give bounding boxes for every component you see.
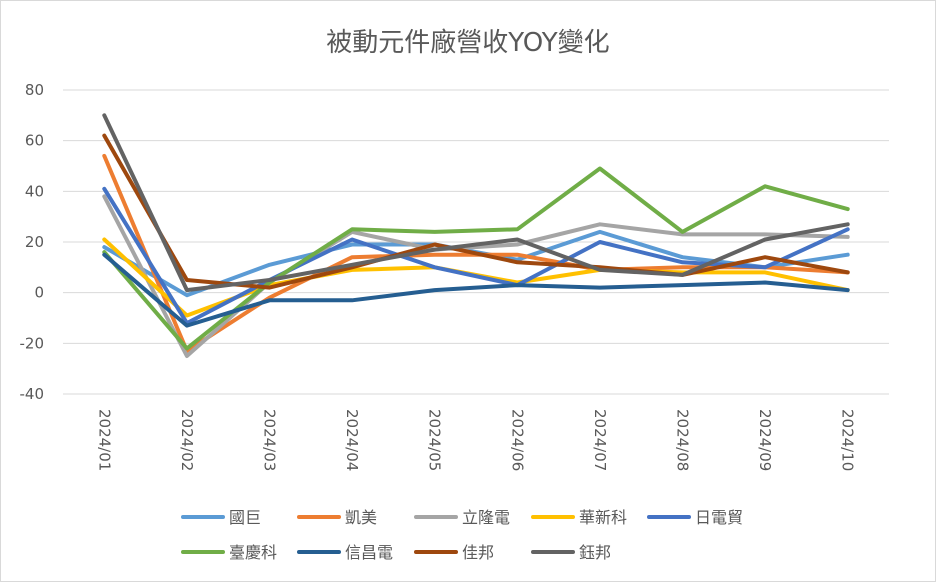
x-tick-label: 2024/06 [508,409,526,471]
series-line-6 [102,252,850,328]
series-line-2 [102,194,850,358]
series-line-7 [102,133,850,290]
x-tick-label: 2024/01 [95,409,113,471]
x-tick-label: 2024/10 [839,409,857,471]
legend-label: 立隆電 [462,508,510,527]
legend-label: 佳邦 [462,543,494,562]
legend-label: 國巨 [229,508,261,527]
x-tick-label: 2024/07 [591,409,609,471]
x-axis-ticks: 2024/01 2024/02 2024/03 2024/04 2024/05 2024/… [95,409,856,471]
legend-label: 凱美 [345,508,377,527]
y-tick-label: 0 [34,284,44,302]
y-tick-label: 20 [25,233,44,251]
series-lines [102,113,850,358]
legend-label: 日電貿 [695,508,743,527]
y-axis-ticks: 80 60 40 20 0 -20 -40 [20,81,45,403]
legend-label: 華新科 [579,508,627,527]
y-tick-label: -40 [20,385,45,403]
y-tick-label: 40 [25,182,44,200]
x-tick-label: 2024/03 [261,409,279,471]
series-line-8 [102,113,850,293]
y-tick-label: 60 [25,132,44,150]
x-tick-label: 2024/09 [756,409,774,471]
x-tick-label: 2024/05 [426,409,444,471]
x-tick-label: 2024/08 [674,409,692,471]
legend-label: 信昌電 [345,543,393,562]
legend-label: 臺慶科 [229,543,277,562]
legend-label: 鈺邦 [579,543,611,562]
x-tick-label: 2024/02 [178,409,196,471]
series-line-5 [102,166,850,351]
y-tick-label: -20 [20,334,45,352]
chart-title: 被動元件廠營收YOY變化 [326,28,609,58]
x-tick-label: 2024/04 [343,409,361,471]
y-tick-label: 80 [25,81,44,99]
